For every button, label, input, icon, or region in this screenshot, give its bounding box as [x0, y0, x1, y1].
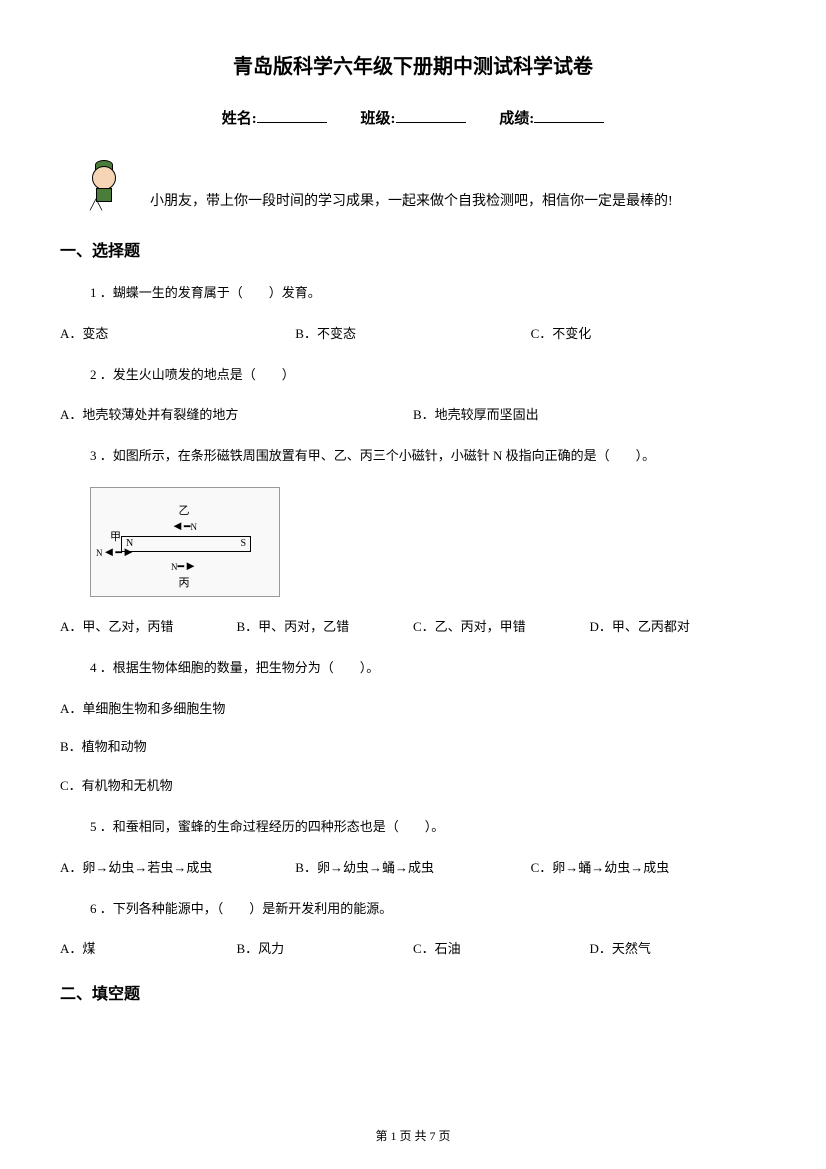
q5-option-a[interactable]: A．卵→幼虫→若虫→成虫 — [60, 858, 295, 879]
question-6: 6 ．下列各种能源中，（ ）是新开发利用的能源。 — [60, 899, 766, 920]
question-3-figure: 乙 ◄━N 甲 N◄━► N S N━► 丙 — [90, 487, 766, 597]
compass-yi: 乙 ◄━N — [171, 502, 197, 534]
score-label: 成绩: — [499, 111, 534, 127]
question-3-options: A．甲、乙对，丙错 B．甲、丙对，乙错 C．乙、丙对，甲错 D．甲、乙丙都对 — [60, 617, 766, 638]
class-label: 班级: — [361, 111, 396, 127]
q6-option-d[interactable]: D．天然气 — [590, 939, 767, 960]
question-5: 5 ．和蚕相同，蜜蜂的生命过程经历的四种形态也是（ ）。 — [60, 817, 766, 838]
bar-magnet: N S — [121, 536, 251, 552]
magnet-diagram: 乙 ◄━N 甲 N◄━► N S N━► 丙 — [90, 487, 280, 597]
q6-option-b[interactable]: B．风力 — [237, 939, 414, 960]
question-5-options: A．卵→幼虫→若虫→成虫 B．卵→幼虫→蛹→成虫 C．卵→蛹→幼虫→成虫 — [60, 858, 766, 879]
q3-option-c[interactable]: C．乙、丙对，甲错 — [413, 617, 590, 638]
question-2: 2 ．发生火山喷发的地点是（ ） — [60, 365, 766, 386]
q3-option-a[interactable]: A．甲、乙对，丙错 — [60, 617, 237, 638]
intro-section: ╱╲ 小朋友，带上你一段时间的学习成果，一起来做个自我检测吧，相信你一定是最棒的… — [60, 158, 766, 213]
q3-option-d[interactable]: D．甲、乙丙都对 — [590, 617, 767, 638]
q5-option-c[interactable]: C．卵→蛹→幼虫→成虫 — [531, 858, 766, 879]
name-blank[interactable] — [257, 122, 327, 123]
class-blank[interactable] — [396, 122, 466, 123]
question-4-options: A．单细胞生物和多细胞生物 B．植物和动物 C．有机物和无机物 — [60, 699, 766, 797]
q1-option-b[interactable]: B．不变态 — [295, 324, 530, 345]
q1-option-a[interactable]: A．变态 — [60, 324, 295, 345]
compass-bing: N━► 丙 — [171, 558, 197, 590]
question-2-options: A．地壳较薄处并有裂缝的地方 B．地壳较厚而坚固出 — [60, 405, 766, 426]
q2-option-b[interactable]: B．地壳较厚而坚固出 — [413, 405, 766, 426]
q5-option-b[interactable]: B．卵→幼虫→蛹→成虫 — [295, 858, 530, 879]
score-blank[interactable] — [534, 122, 604, 123]
q2-option-a[interactable]: A．地壳较薄处并有裂缝的地方 — [60, 405, 413, 426]
question-1: 1 ．蝴蝶一生的发育属于（ ）发育。 — [60, 283, 766, 304]
question-1-options: A．变态 B．不变态 C．不变化 — [60, 324, 766, 345]
question-3: 3 ．如图所示，在条形磁铁周围放置有甲、乙、丙三个小磁针，小磁针 N 极指向正确… — [60, 446, 766, 467]
q4-option-a[interactable]: A．单细胞生物和多细胞生物 — [60, 699, 766, 720]
intro-text: 小朋友，带上你一段时间的学习成果，一起来做个自我检测吧，相信你一定是最棒的! — [150, 190, 766, 213]
q4-option-c[interactable]: C．有机物和无机物 — [60, 776, 766, 797]
student-info-line: 姓名: 班级: 成绩: — [60, 107, 766, 128]
q4-option-b[interactable]: B．植物和动物 — [60, 737, 766, 758]
q1-option-c[interactable]: C．不变化 — [531, 324, 766, 345]
q3-option-b[interactable]: B．甲、丙对，乙错 — [237, 617, 414, 638]
exam-title: 青岛版科学六年级下册期中测试科学试卷 — [60, 50, 766, 79]
cartoon-boy-icon: ╱╲ — [80, 158, 130, 213]
q6-option-a[interactable]: A．煤 — [60, 939, 237, 960]
section-2-heading: 二、填空题 — [60, 980, 766, 1004]
page-footer: 第 1 页 共 7 页 — [0, 1127, 826, 1144]
section-1-heading: 一、选择题 — [60, 237, 766, 261]
question-4: 4 ．根据生物体细胞的数量，把生物分为（ ）。 — [60, 658, 766, 679]
q6-option-c[interactable]: C．石油 — [413, 939, 590, 960]
question-6-options: A．煤 B．风力 C．石油 D．天然气 — [60, 939, 766, 960]
name-label: 姓名: — [222, 111, 257, 127]
